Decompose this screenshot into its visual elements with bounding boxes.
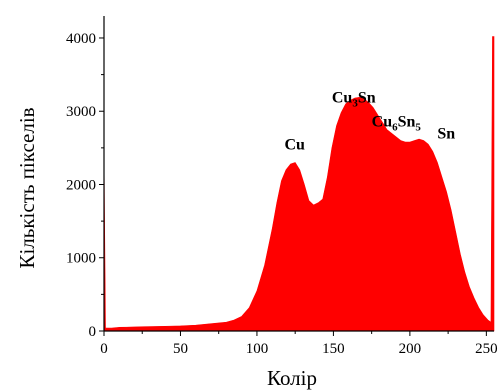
y-tick-label-0: 0 (89, 324, 97, 340)
x-tick-label-50: 50 (173, 341, 188, 357)
y-tick-label-1000: 1000 (66, 251, 96, 267)
x-tick-label-250: 250 (475, 341, 498, 357)
x-tick-label-100: 100 (246, 341, 269, 357)
peak-label-0: Cu (284, 136, 305, 153)
y-axis-title: Кількість пікселів (15, 107, 39, 268)
x-tick-label-150: 150 (322, 341, 345, 357)
peak-label-3: Sn (437, 125, 455, 142)
annotations: Cu Cu3Sn Cu6Sn5 Sn (284, 89, 455, 153)
histogram-area-0 (103, 36, 495, 332)
x-axis-title: Колір (267, 366, 317, 390)
y-tick-label-4000: 4000 (66, 31, 96, 47)
x-tick-label-200: 200 (399, 341, 422, 357)
axes: 0 50 100 150 200 250 0 1000 2000 3000 4000 (66, 16, 498, 357)
y-tick-label-3000: 3000 (66, 104, 96, 120)
peak-label-1: Cu3Sn (332, 89, 376, 109)
y-tick-label-2000: 2000 (66, 177, 96, 193)
x-tick-label-0: 0 (100, 341, 108, 357)
plot-area (103, 36, 495, 332)
peak-label-2: Cu6Sn5 (372, 114, 422, 134)
